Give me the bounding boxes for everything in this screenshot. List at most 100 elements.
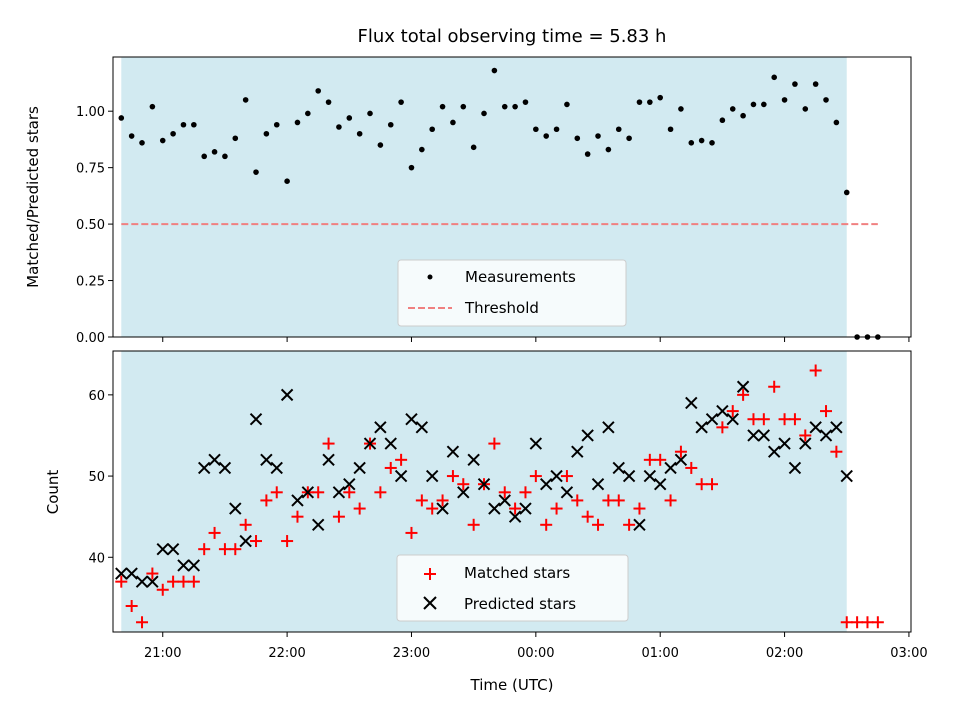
- y-tick-label: 0.00: [76, 331, 105, 346]
- measurements-point: [336, 124, 342, 130]
- measurements-point: [543, 133, 549, 139]
- ratio-panel: 0.00 0.25 0.50 0.75 1.00 Matched/Predicted s…: [24, 57, 911, 346]
- measurements-point: [668, 126, 674, 132]
- measurements-point: [212, 149, 218, 155]
- measurements-point: [170, 131, 176, 137]
- x-axis-label: Time (UTC): [470, 676, 554, 694]
- measurements-point: [740, 113, 746, 119]
- measurements-point: [481, 111, 487, 117]
- measurements-point: [502, 104, 508, 110]
- count-panel: 40 50 60 21:00 22:00 23:00 00:00 01:00 02:00 03:0…: [44, 351, 928, 694]
- count-y-axis-label: Count: [44, 470, 62, 515]
- measurements-point: [823, 97, 829, 103]
- matched-stars-point: [872, 616, 884, 628]
- measurements-point: [409, 165, 415, 171]
- matched-stars-point: [851, 616, 863, 628]
- measurements-point: [398, 99, 404, 105]
- ratio-legend: Measurements Threshold: [398, 260, 626, 326]
- measurements-point: [782, 97, 788, 103]
- measurements-point: [751, 102, 757, 108]
- matched-stars-point: [861, 616, 873, 628]
- x-tick-label: 21:00: [144, 646, 181, 661]
- measurements-point: [637, 99, 643, 105]
- chart-title: Flux total observing time = 5.83 h: [358, 26, 667, 47]
- measurements-point: [834, 120, 840, 126]
- measurements-point: [440, 104, 446, 110]
- count-legend: Matched stars Predicted stars: [397, 555, 628, 621]
- measurements-point: [523, 99, 529, 105]
- measurements-point: [346, 115, 352, 121]
- legend-measurements-label: Measurements: [465, 268, 576, 286]
- measurements-point: [720, 117, 726, 123]
- measurements-point: [450, 120, 456, 126]
- legend-measurements-marker: [428, 275, 433, 280]
- measurements-point: [802, 106, 808, 112]
- measurements-point: [429, 126, 435, 132]
- x-tick-label: 00:00: [517, 646, 554, 661]
- measurements-point: [492, 68, 498, 74]
- measurements-point: [574, 135, 580, 141]
- measurements-point: [813, 81, 819, 87]
- measurements-point: [730, 106, 736, 112]
- measurements-point: [305, 111, 311, 117]
- measurements-point: [326, 99, 332, 105]
- measurements-point: [201, 154, 207, 160]
- measurements-point: [191, 122, 197, 128]
- measurements-point: [295, 120, 301, 126]
- measurements-point: [554, 126, 560, 132]
- x-tick-label: 03:00: [890, 646, 927, 661]
- measurements-point: [357, 131, 363, 137]
- measurements-point: [512, 104, 518, 110]
- legend-threshold-label: Threshold: [464, 299, 539, 317]
- x-tick-label: 23:00: [393, 646, 430, 661]
- y-tick-label: 0.50: [76, 218, 105, 233]
- measurements-point: [232, 135, 238, 141]
- x-tick-label: 22:00: [268, 646, 305, 661]
- measurements-point: [471, 145, 477, 151]
- y-tick-label: 1.00: [76, 105, 105, 120]
- flux-chart-figure: Flux total observing time = 5.83 h 0.000…: [0, 0, 960, 720]
- measurements-point: [388, 122, 394, 128]
- measurements-point: [284, 178, 290, 184]
- measurements-point: [595, 133, 601, 139]
- x-tick-label: 01:00: [641, 646, 678, 661]
- measurements-point: [647, 99, 653, 105]
- measurements-point: [626, 135, 632, 141]
- measurements-point: [243, 97, 249, 103]
- measurements-point: [181, 122, 187, 128]
- measurements-point: [771, 75, 777, 81]
- measurements-point: [274, 122, 280, 128]
- y-tick-label: 60: [88, 389, 105, 404]
- y-tick-label: 40: [88, 551, 105, 566]
- measurements-point: [564, 102, 570, 108]
- measurements-point: [844, 190, 850, 196]
- measurements-point: [699, 138, 705, 144]
- legend-matched-label: Matched stars: [464, 564, 570, 582]
- measurements-point: [657, 95, 663, 101]
- measurements-point: [709, 140, 715, 146]
- measurements-point: [264, 131, 270, 137]
- measurements-point: [792, 81, 798, 87]
- measurements-point: [139, 140, 145, 146]
- legend-predicted-label: Predicted stars: [464, 595, 576, 613]
- measurements-point: [688, 140, 694, 146]
- y-tick-label: 0.25: [76, 275, 105, 290]
- measurements-point: [460, 104, 466, 110]
- measurements-point: [585, 151, 591, 157]
- y-tick-label: 0.75: [76, 162, 105, 177]
- y-tick-label: 50: [88, 470, 105, 485]
- measurements-point: [678, 106, 684, 112]
- measurements-point: [761, 102, 767, 108]
- measurements-point: [160, 138, 166, 144]
- measurements-point: [315, 88, 321, 94]
- measurements-point: [606, 147, 612, 153]
- ratio-y-axis-label: Matched/Predicted stars: [24, 106, 42, 288]
- measurements-point: [533, 126, 539, 132]
- measurements-point: [367, 111, 373, 117]
- measurements-point: [616, 126, 622, 132]
- measurements-point: [222, 154, 228, 160]
- measurements-point: [419, 147, 425, 153]
- measurements-point: [150, 104, 156, 110]
- measurements-point: [253, 169, 259, 175]
- x-tick-label: 02:00: [766, 646, 803, 661]
